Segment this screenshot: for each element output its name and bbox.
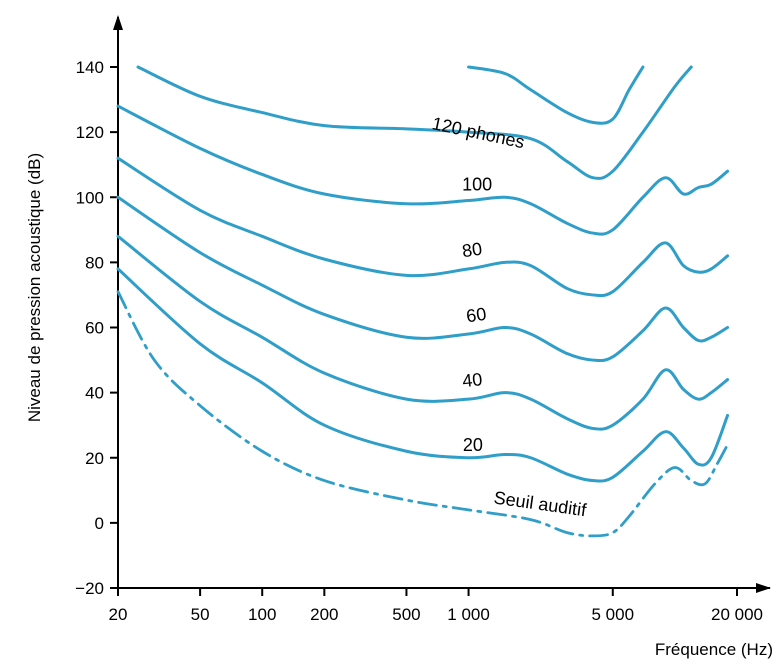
y-tick-label-80: 80: [85, 253, 104, 272]
curve-label-20: 20: [463, 435, 483, 455]
curve-20: [116, 267, 730, 483]
x-tick-label-20: 20: [109, 605, 128, 624]
curve-label-40: 40: [461, 369, 483, 391]
curve-label-80: 80: [461, 239, 484, 262]
curve-80: [116, 156, 730, 298]
x-tick-label-100: 100: [248, 605, 276, 624]
x-axis-title: Fréquence (Hz): [655, 640, 773, 659]
curve-label-100: 100: [462, 175, 492, 195]
x-tick-label-20-000: 20 000: [711, 605, 763, 624]
curve-100: [116, 104, 730, 236]
curve-120-phones: [136, 65, 693, 180]
axis-layer: −20 0 20 40 60 80 100 120 140 20 50 100 200 500 1 000 5…: [25, 15, 773, 659]
curve-layer: [116, 65, 730, 538]
y-tick-label-60: 60: [85, 319, 104, 338]
curve-series-7: [467, 65, 645, 125]
y-tick-label-0: 0: [95, 514, 104, 533]
y-tick-label-120: 120: [76, 123, 104, 142]
x-tick-label-5-000: 5 000: [592, 605, 635, 624]
x-tick-label-500: 500: [392, 605, 420, 624]
curve-40: [116, 234, 730, 431]
y-tick-label-20: −20: [75, 579, 104, 598]
curve-60: [116, 195, 730, 363]
x-axis-arrow: [756, 583, 771, 593]
x-tick-label-50: 50: [191, 605, 210, 624]
curve-label-60: 60: [465, 304, 488, 327]
y-tick-label-100: 100: [76, 188, 104, 207]
curve-seuil-auditif: [116, 290, 729, 538]
y-tick-label-20: 20: [85, 449, 104, 468]
y-axis-title: Niveau de pression acoustique (dB): [25, 153, 44, 422]
y-tick-label-40: 40: [85, 384, 104, 403]
x-tick-label-200: 200: [310, 605, 338, 624]
y-tick-label-140: 140: [76, 58, 104, 77]
curve-label-120-phones: 120 phones: [430, 113, 526, 152]
y-axis-arrow: [113, 15, 123, 30]
x-tick-label-1-000: 1 000: [447, 605, 490, 624]
